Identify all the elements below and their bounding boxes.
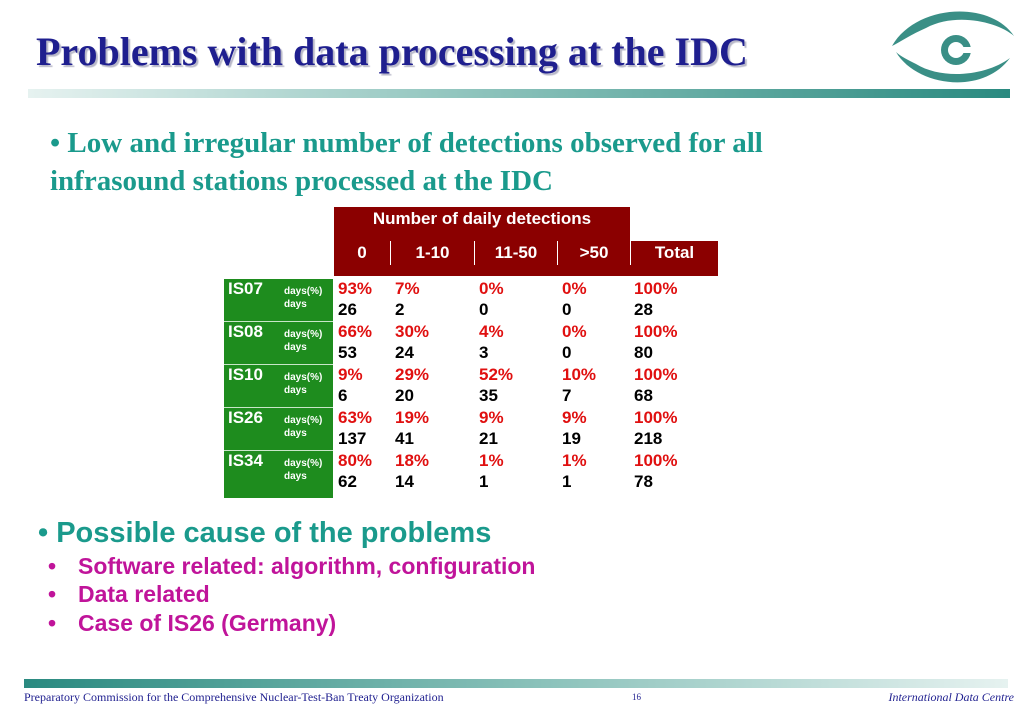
footer-divider bbox=[24, 679, 1008, 688]
station-column bbox=[224, 279, 333, 498]
row-label-days: days bbox=[284, 299, 307, 310]
row-label-pct: days(%) bbox=[284, 415, 323, 426]
cell-pct: 80% bbox=[338, 451, 373, 470]
sub-bullet-text: Data related bbox=[78, 581, 210, 607]
sub-bullet-software: • Software related: algorithm, configurat… bbox=[48, 553, 535, 580]
row-label-days: days bbox=[284, 342, 307, 353]
cell-days: 137 bbox=[338, 429, 367, 448]
cell-pct: 1% bbox=[479, 451, 504, 470]
cell-pct: 0% bbox=[562, 279, 587, 298]
cell-pct: 100% bbox=[634, 279, 678, 298]
cell-pct: 1% bbox=[562, 451, 587, 470]
cell-days: 14 bbox=[395, 472, 414, 491]
cell-pct: 100% bbox=[634, 451, 678, 470]
cell-pct: 29% bbox=[395, 365, 430, 384]
station-is07: IS07 days(%) days bbox=[224, 279, 333, 322]
cell-pct: 30% bbox=[395, 322, 430, 341]
cell-days: 28 bbox=[634, 300, 653, 319]
station-is34: IS34 days(%) days bbox=[224, 451, 333, 494]
bullet-dot-icon: • bbox=[48, 553, 57, 579]
cell-days: 53 bbox=[338, 343, 357, 362]
cell-pct: 66% bbox=[338, 322, 373, 341]
cell-days: 2 bbox=[395, 300, 405, 319]
column-header-gt50: >50 bbox=[558, 241, 631, 265]
header-divider bbox=[28, 89, 1010, 98]
table-header-gap bbox=[334, 231, 630, 241]
cell-pct: 9% bbox=[562, 408, 587, 427]
cell-pct: 18% bbox=[395, 451, 430, 470]
row-label-pct: days(%) bbox=[284, 372, 323, 383]
column-header-0: 0 bbox=[334, 241, 391, 265]
station-is26: IS26 days(%) days bbox=[224, 408, 333, 451]
station-name: IS10 bbox=[228, 365, 263, 384]
cell-days: 0 bbox=[479, 300, 489, 319]
cell-days: 0 bbox=[562, 343, 572, 362]
cell-pct: 9% bbox=[479, 408, 504, 427]
cell-days: 1 bbox=[479, 472, 489, 491]
cell-pct: 93% bbox=[338, 279, 373, 298]
table-column-headers: 0 1-10 11-50 >50 Total bbox=[334, 241, 718, 265]
cell-days: 6 bbox=[338, 386, 348, 405]
cell-pct: 19% bbox=[395, 408, 430, 427]
cell-days: 78 bbox=[634, 472, 653, 491]
cell-days: 218 bbox=[634, 429, 663, 448]
row-label-pct: days(%) bbox=[284, 458, 323, 469]
column-header-total: Total bbox=[631, 241, 718, 265]
cell-pct: 63% bbox=[338, 408, 373, 427]
cell-pct: 100% bbox=[634, 322, 678, 341]
station-is10: IS10 days(%) days bbox=[224, 365, 333, 408]
footer-centre: International Data Centre bbox=[888, 690, 1014, 704]
sub-bullet-is26: • Case of IS26 (Germany) bbox=[48, 610, 336, 637]
column-header-11-50: 11-50 bbox=[475, 241, 558, 265]
cell-pct: 100% bbox=[634, 408, 678, 427]
cell-days: 68 bbox=[634, 386, 653, 405]
cell-days: 26 bbox=[338, 300, 357, 319]
cell-pct: 10% bbox=[562, 365, 597, 384]
station-is08: IS08 days(%) days bbox=[224, 322, 333, 365]
station-name: IS08 bbox=[228, 322, 263, 341]
bullet-dot-icon: • bbox=[48, 610, 57, 636]
station-name: IS26 bbox=[228, 408, 263, 427]
bullet-low-detections: • Low and irregular number of detections… bbox=[50, 127, 763, 197]
cell-days: 19 bbox=[562, 429, 581, 448]
cell-days: 24 bbox=[395, 343, 414, 362]
cell-days: 21 bbox=[479, 429, 498, 448]
cell-days: 62 bbox=[338, 472, 357, 491]
cell-days: 41 bbox=[395, 429, 414, 448]
cell-pct: 0% bbox=[479, 279, 504, 298]
cell-pct: 9% bbox=[338, 365, 363, 384]
row-label-pct: days(%) bbox=[284, 329, 323, 340]
cell-pct: 4% bbox=[479, 322, 504, 341]
cell-pct: 100% bbox=[634, 365, 678, 384]
slide-title: Problems with data processing at the IDC bbox=[36, 29, 748, 74]
station-name: IS07 bbox=[228, 279, 263, 298]
row-label-days: days bbox=[284, 428, 307, 439]
cell-days: 1 bbox=[562, 472, 572, 491]
footer-organization: Preparatory Commission for the Comprehen… bbox=[24, 690, 444, 704]
cell-days: 80 bbox=[634, 343, 653, 362]
bullet-possible-cause: • Possible cause of the problems bbox=[38, 517, 492, 549]
cell-pct: 0% bbox=[562, 322, 587, 341]
table-header-title: Number of daily detections bbox=[334, 207, 630, 231]
column-header-1-10: 1-10 bbox=[391, 241, 475, 265]
cell-days: 20 bbox=[395, 386, 414, 405]
row-label-days: days bbox=[284, 471, 307, 482]
sub-bullet-data: • Data related bbox=[48, 581, 210, 608]
cell-pct: 52% bbox=[479, 365, 514, 384]
cell-days: 3 bbox=[479, 343, 489, 362]
row-label-days: days bbox=[284, 385, 307, 396]
bullet-dot-icon: • bbox=[48, 581, 57, 607]
sub-bullet-text: Software related: algorithm, configurati… bbox=[78, 553, 536, 579]
station-name: IS34 bbox=[228, 451, 263, 470]
ctbto-eye-logo-icon bbox=[892, 11, 1014, 83]
sub-bullet-text: Case of IS26 (Germany) bbox=[78, 610, 337, 636]
cell-days: 0 bbox=[562, 300, 572, 319]
cell-pct: 7% bbox=[395, 279, 420, 298]
cell-days: 35 bbox=[479, 386, 498, 405]
table-header-strip bbox=[334, 265, 718, 276]
cell-days: 7 bbox=[562, 386, 572, 405]
row-label-pct: days(%) bbox=[284, 286, 323, 297]
footer-page-number: 16 bbox=[632, 692, 641, 702]
